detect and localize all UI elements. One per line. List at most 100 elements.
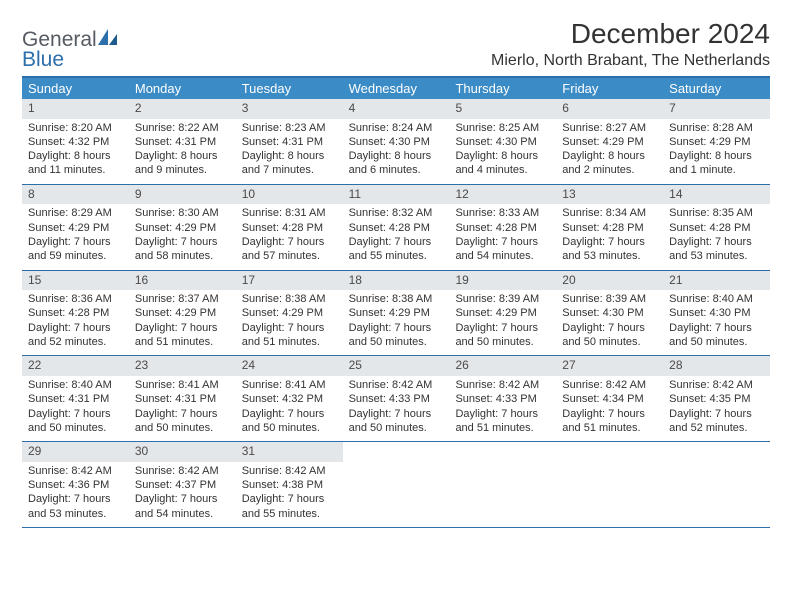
sunset-line: Sunset: 4:31 PM: [135, 135, 230, 149]
sunset-line: Sunset: 4:34 PM: [562, 392, 657, 406]
day-number: 5: [449, 99, 556, 119]
sunset-line: Sunset: 4:28 PM: [28, 306, 123, 320]
day-number: 19: [449, 271, 556, 291]
daylight-line: Daylight: 7 hours and 50 minutes.: [562, 321, 657, 350]
day-cell: 11Sunrise: 8:32 AMSunset: 4:28 PMDayligh…: [343, 185, 450, 270]
day-cell: 22Sunrise: 8:40 AMSunset: 4:31 PMDayligh…: [22, 356, 129, 441]
day-cell: 31Sunrise: 8:42 AMSunset: 4:38 PMDayligh…: [236, 442, 343, 527]
day-body: Sunrise: 8:34 AMSunset: 4:28 PMDaylight:…: [556, 204, 663, 269]
day-number: 16: [129, 271, 236, 291]
sunset-line: Sunset: 4:28 PM: [669, 221, 764, 235]
sunrise-line: Sunrise: 8:38 AM: [242, 292, 337, 306]
weekday-header-row: Sunday Monday Tuesday Wednesday Thursday…: [22, 78, 770, 99]
sunset-line: Sunset: 4:29 PM: [135, 221, 230, 235]
sunrise-line: Sunrise: 8:29 AM: [28, 206, 123, 220]
day-number: 25: [343, 356, 450, 376]
day-number: 24: [236, 356, 343, 376]
day-cell: 25Sunrise: 8:42 AMSunset: 4:33 PMDayligh…: [343, 356, 450, 441]
sunset-line: Sunset: 4:28 PM: [349, 221, 444, 235]
weekday-thursday: Thursday: [449, 78, 556, 99]
day-body: Sunrise: 8:40 AMSunset: 4:31 PMDaylight:…: [22, 376, 129, 441]
daylight-line: Daylight: 8 hours and 2 minutes.: [562, 149, 657, 178]
sunrise-line: Sunrise: 8:42 AM: [242, 464, 337, 478]
sunset-line: Sunset: 4:29 PM: [562, 135, 657, 149]
day-cell: 9Sunrise: 8:30 AMSunset: 4:29 PMDaylight…: [129, 185, 236, 270]
sunset-line: Sunset: 4:30 PM: [562, 306, 657, 320]
daylight-line: Daylight: 8 hours and 6 minutes.: [349, 149, 444, 178]
day-cell: 28Sunrise: 8:42 AMSunset: 4:35 PMDayligh…: [663, 356, 770, 441]
sunset-line: Sunset: 4:29 PM: [669, 135, 764, 149]
day-body: Sunrise: 8:41 AMSunset: 4:31 PMDaylight:…: [129, 376, 236, 441]
logo-text: General Blue: [22, 28, 119, 70]
sunset-line: Sunset: 4:36 PM: [28, 478, 123, 492]
day-body: Sunrise: 8:42 AMSunset: 4:36 PMDaylight:…: [22, 462, 129, 527]
daylight-line: Daylight: 7 hours and 54 minutes.: [135, 492, 230, 521]
sunrise-line: Sunrise: 8:42 AM: [349, 378, 444, 392]
daylight-line: Daylight: 8 hours and 4 minutes.: [455, 149, 550, 178]
sunrise-line: Sunrise: 8:23 AM: [242, 121, 337, 135]
daylight-line: Daylight: 7 hours and 55 minutes.: [349, 235, 444, 264]
day-cell: 16Sunrise: 8:37 AMSunset: 4:29 PMDayligh…: [129, 271, 236, 356]
day-number: 30: [129, 442, 236, 462]
day-cell: 17Sunrise: 8:38 AMSunset: 4:29 PMDayligh…: [236, 271, 343, 356]
day-number: 31: [236, 442, 343, 462]
day-body: Sunrise: 8:29 AMSunset: 4:29 PMDaylight:…: [22, 204, 129, 269]
day-number: 22: [22, 356, 129, 376]
day-body: Sunrise: 8:30 AMSunset: 4:29 PMDaylight:…: [129, 204, 236, 269]
day-cell: 13Sunrise: 8:34 AMSunset: 4:28 PMDayligh…: [556, 185, 663, 270]
day-body: Sunrise: 8:33 AMSunset: 4:28 PMDaylight:…: [449, 204, 556, 269]
daylight-line: Daylight: 7 hours and 52 minutes.: [669, 407, 764, 436]
day-number: 10: [236, 185, 343, 205]
sunrise-line: Sunrise: 8:40 AM: [669, 292, 764, 306]
calendar-grid: Sunday Monday Tuesday Wednesday Thursday…: [22, 78, 770, 528]
day-cell: [343, 442, 450, 527]
day-body: Sunrise: 8:22 AMSunset: 4:31 PMDaylight:…: [129, 119, 236, 184]
day-body: Sunrise: 8:24 AMSunset: 4:30 PMDaylight:…: [343, 119, 450, 184]
sunrise-line: Sunrise: 8:24 AM: [349, 121, 444, 135]
daylight-line: Daylight: 7 hours and 50 minutes.: [242, 407, 337, 436]
daylight-line: Daylight: 8 hours and 1 minute.: [669, 149, 764, 178]
daylight-line: Daylight: 7 hours and 50 minutes.: [135, 407, 230, 436]
sunrise-line: Sunrise: 8:33 AM: [455, 206, 550, 220]
week-row: 29Sunrise: 8:42 AMSunset: 4:36 PMDayligh…: [22, 442, 770, 528]
day-cell: 7Sunrise: 8:28 AMSunset: 4:29 PMDaylight…: [663, 99, 770, 184]
sunset-line: Sunset: 4:28 PM: [242, 221, 337, 235]
day-body: Sunrise: 8:31 AMSunset: 4:28 PMDaylight:…: [236, 204, 343, 269]
day-number: 27: [556, 356, 663, 376]
day-body: Sunrise: 8:42 AMSunset: 4:35 PMDaylight:…: [663, 376, 770, 441]
day-number: 15: [22, 271, 129, 291]
title-block: December 2024 Mierlo, North Brabant, The…: [491, 18, 770, 70]
sunrise-line: Sunrise: 8:39 AM: [562, 292, 657, 306]
day-body: Sunrise: 8:38 AMSunset: 4:29 PMDaylight:…: [343, 290, 450, 355]
daylight-line: Daylight: 7 hours and 58 minutes.: [135, 235, 230, 264]
logo: General Blue: [22, 18, 119, 70]
day-cell: 29Sunrise: 8:42 AMSunset: 4:36 PMDayligh…: [22, 442, 129, 527]
calendar-page: General Blue December 2024 Mierlo, North…: [0, 0, 792, 546]
day-body: Sunrise: 8:37 AMSunset: 4:29 PMDaylight:…: [129, 290, 236, 355]
daylight-line: Daylight: 7 hours and 50 minutes.: [28, 407, 123, 436]
sunrise-line: Sunrise: 8:20 AM: [28, 121, 123, 135]
day-cell: 2Sunrise: 8:22 AMSunset: 4:31 PMDaylight…: [129, 99, 236, 184]
day-cell: 19Sunrise: 8:39 AMSunset: 4:29 PMDayligh…: [449, 271, 556, 356]
daylight-line: Daylight: 7 hours and 50 minutes.: [349, 321, 444, 350]
day-number: 17: [236, 271, 343, 291]
day-cell: 27Sunrise: 8:42 AMSunset: 4:34 PMDayligh…: [556, 356, 663, 441]
day-number: 4: [343, 99, 450, 119]
day-cell: 30Sunrise: 8:42 AMSunset: 4:37 PMDayligh…: [129, 442, 236, 527]
sunrise-line: Sunrise: 8:31 AM: [242, 206, 337, 220]
day-cell: 10Sunrise: 8:31 AMSunset: 4:28 PMDayligh…: [236, 185, 343, 270]
sunset-line: Sunset: 4:31 PM: [28, 392, 123, 406]
sunrise-line: Sunrise: 8:25 AM: [455, 121, 550, 135]
sunrise-line: Sunrise: 8:22 AM: [135, 121, 230, 135]
daylight-line: Daylight: 7 hours and 53 minutes.: [669, 235, 764, 264]
day-body: Sunrise: 8:41 AMSunset: 4:32 PMDaylight:…: [236, 376, 343, 441]
daylight-line: Daylight: 7 hours and 57 minutes.: [242, 235, 337, 264]
day-body: Sunrise: 8:27 AMSunset: 4:29 PMDaylight:…: [556, 119, 663, 184]
daylight-line: Daylight: 7 hours and 50 minutes.: [669, 321, 764, 350]
weekday-monday: Monday: [129, 78, 236, 99]
daylight-line: Daylight: 7 hours and 50 minutes.: [455, 321, 550, 350]
sunrise-line: Sunrise: 8:42 AM: [669, 378, 764, 392]
week-row: 8Sunrise: 8:29 AMSunset: 4:29 PMDaylight…: [22, 185, 770, 271]
sunrise-line: Sunrise: 8:32 AM: [349, 206, 444, 220]
day-cell: 1Sunrise: 8:20 AMSunset: 4:32 PMDaylight…: [22, 99, 129, 184]
